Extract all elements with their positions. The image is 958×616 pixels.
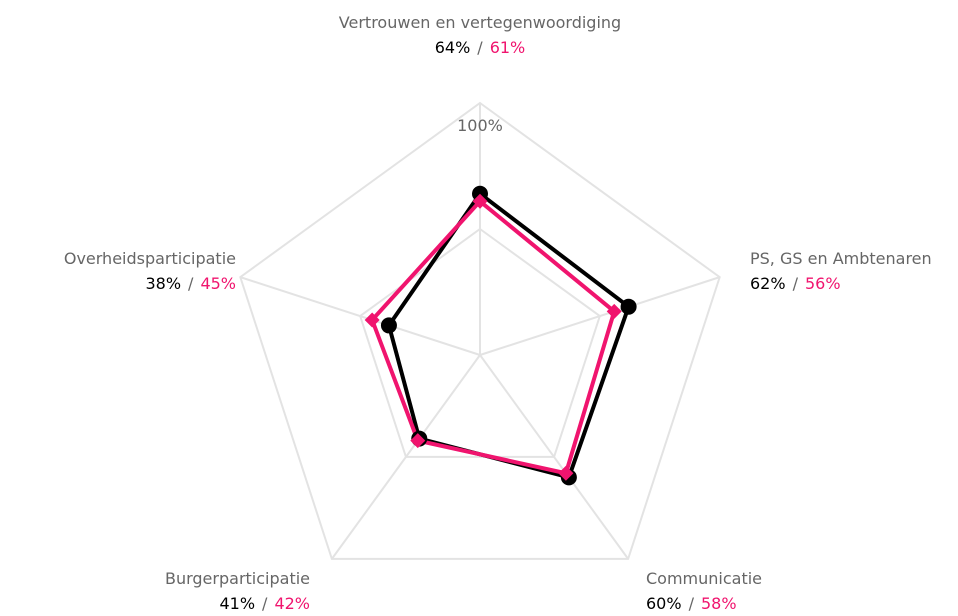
value-labels: 62% / 56% [750,274,841,293]
value-label: 62% [750,274,786,293]
value-label: 61% [490,38,526,57]
separator: / [262,594,268,612]
value-labels: 60% / 58% [646,594,737,612]
grid-spoke [479,354,629,560]
grid-spoke [479,276,720,356]
grid-spoke [331,354,481,560]
grid-ring [239,101,721,560]
value-label: 60% [646,594,682,612]
value-label: 56% [805,274,841,293]
separator: / [188,274,194,293]
marker [472,193,488,209]
grid-ring [358,227,602,458]
value-labels: 64% / 61% [435,38,526,57]
marker [380,317,397,334]
value-label: 58% [701,594,737,612]
category-label: Overheidsparticipatie [64,249,236,268]
value-label: 38% [145,274,181,293]
value-labels: 38% / 45% [145,274,236,293]
value-label: 45% [200,274,236,293]
value-label: 41% [219,594,255,612]
value-label: 42% [274,594,310,612]
marker [472,185,488,202]
category-label: Vertrouwen en vertegenwoordiging [339,13,621,32]
category-label: PS, GS en Ambtenaren [750,249,932,268]
y-tick-label: 100% [457,116,503,135]
separator: / [689,594,695,612]
category-label: Burgerparticipatie [165,569,310,588]
separator: / [477,38,483,57]
marker [410,433,426,449]
value-label: 64% [435,38,471,57]
value-labels: 41% / 42% [219,594,310,612]
separator: / [793,274,799,293]
marker [606,303,622,319]
marker [364,312,380,328]
category-label: Communicatie [646,569,762,588]
series-line [370,199,617,476]
marker [558,465,574,481]
grid-spoke [240,276,481,356]
marker [620,298,637,315]
